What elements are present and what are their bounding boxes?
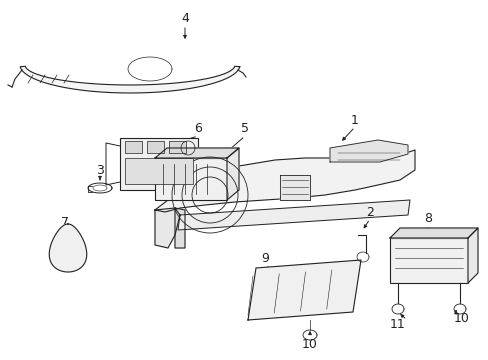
Polygon shape <box>49 224 86 272</box>
Text: 10: 10 <box>302 338 317 351</box>
Polygon shape <box>178 200 409 230</box>
Polygon shape <box>389 228 477 238</box>
Text: 9: 9 <box>261 252 268 265</box>
Bar <box>120 138 198 190</box>
Text: 8: 8 <box>423 212 431 225</box>
Bar <box>147 141 163 153</box>
Polygon shape <box>155 148 239 158</box>
Polygon shape <box>155 150 414 212</box>
Polygon shape <box>20 66 239 93</box>
Text: 1: 1 <box>350 113 358 126</box>
Polygon shape <box>226 148 239 200</box>
Polygon shape <box>467 228 477 283</box>
Text: 4: 4 <box>181 12 188 24</box>
Text: 3: 3 <box>96 163 104 176</box>
Polygon shape <box>155 208 180 248</box>
Polygon shape <box>247 260 360 320</box>
Text: 10: 10 <box>453 311 469 324</box>
Polygon shape <box>280 175 309 200</box>
Text: 5: 5 <box>241 122 248 135</box>
Text: 11: 11 <box>389 318 405 330</box>
Polygon shape <box>329 140 407 162</box>
Bar <box>155 158 226 200</box>
Text: 7: 7 <box>61 216 69 229</box>
Bar <box>125 158 193 184</box>
Bar <box>389 238 467 283</box>
Text: 2: 2 <box>366 206 373 219</box>
Polygon shape <box>175 208 184 248</box>
Bar <box>169 141 185 153</box>
Bar <box>125 141 142 153</box>
Text: 6: 6 <box>194 122 202 135</box>
